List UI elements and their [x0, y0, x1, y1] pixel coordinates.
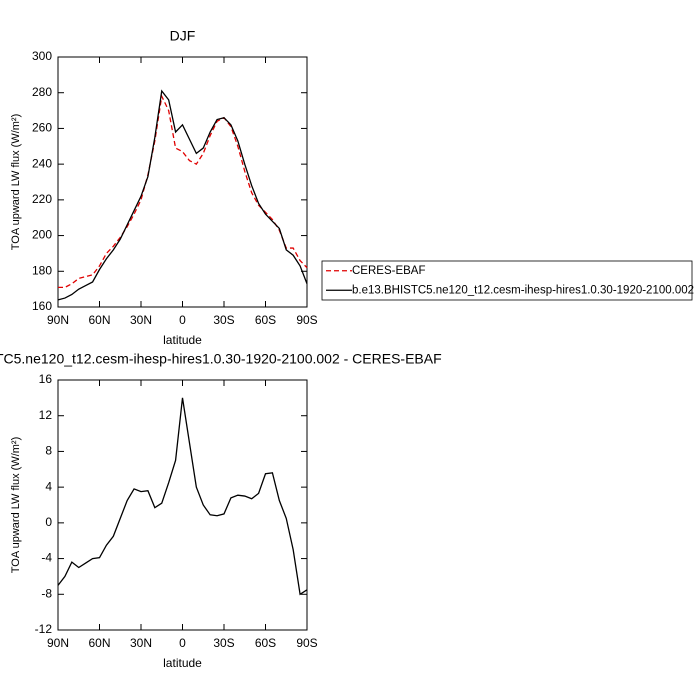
- x-tick-label: 0: [179, 636, 186, 650]
- y-axis-label: TOA upward LW flux (W/m²): [10, 437, 22, 574]
- y-tick-label: -4: [41, 551, 52, 565]
- x-tick-label: 30N: [130, 636, 152, 650]
- y-tick-label: 160: [32, 299, 52, 313]
- legend-label: b.e13.BHISTC5.ne120_t12.cesm-ihesp-hires…: [352, 284, 694, 296]
- y-tick-label: 280: [32, 85, 52, 99]
- x-tick-label: 90N: [47, 636, 69, 650]
- x-tick-label: 90S: [296, 313, 317, 327]
- x-tick-label: 60S: [255, 636, 276, 650]
- y-tick-label: -12: [35, 622, 53, 636]
- x-tick-label: 60N: [88, 636, 110, 650]
- x-tick-label: 0: [179, 313, 186, 327]
- x-tick-label: 30S: [213, 313, 234, 327]
- y-tick-label: -8: [41, 586, 52, 600]
- x-tick-label: 60N: [88, 313, 110, 327]
- y-tick-label: 200: [32, 228, 52, 242]
- legend-label: CERES-EBAF: [352, 265, 426, 277]
- x-tick-label: 90N: [47, 313, 69, 327]
- y-axis-label: TOA upward LW flux (W/m²): [10, 114, 22, 251]
- y-tick-label: 8: [45, 444, 52, 458]
- x-tick-label: 90S: [296, 636, 317, 650]
- y-tick-label: 220: [32, 192, 52, 206]
- plot-frame: [57, 56, 308, 308]
- x-tick-label: 30S: [213, 636, 234, 650]
- plot-frame: [57, 379, 308, 631]
- y-tick-label: 16: [39, 372, 53, 386]
- y-tick-label: 300: [32, 49, 52, 63]
- legend-box: [321, 260, 693, 301]
- y-tick-label: 240: [32, 156, 52, 170]
- data-line: [58, 94, 308, 289]
- x-tick-label: 30N: [130, 313, 152, 327]
- y-tick-label: 4: [45, 479, 52, 493]
- x-tick-label: 60S: [255, 313, 276, 327]
- y-tick-label: 260: [32, 121, 52, 135]
- x-axis-label: latitude: [163, 333, 202, 347]
- y-tick-label: 0: [45, 515, 52, 529]
- y-tick-label: 180: [32, 263, 52, 277]
- x-axis-label: latitude: [163, 656, 202, 670]
- data-line: [57, 397, 308, 596]
- chart-title: b.e13.BHISTC5.ne120_t12.cesm-ihesp-hires…: [0, 351, 442, 367]
- chart-title: DJF: [170, 28, 196, 44]
- data-line: [57, 89, 308, 301]
- y-tick-label: 12: [39, 408, 53, 422]
